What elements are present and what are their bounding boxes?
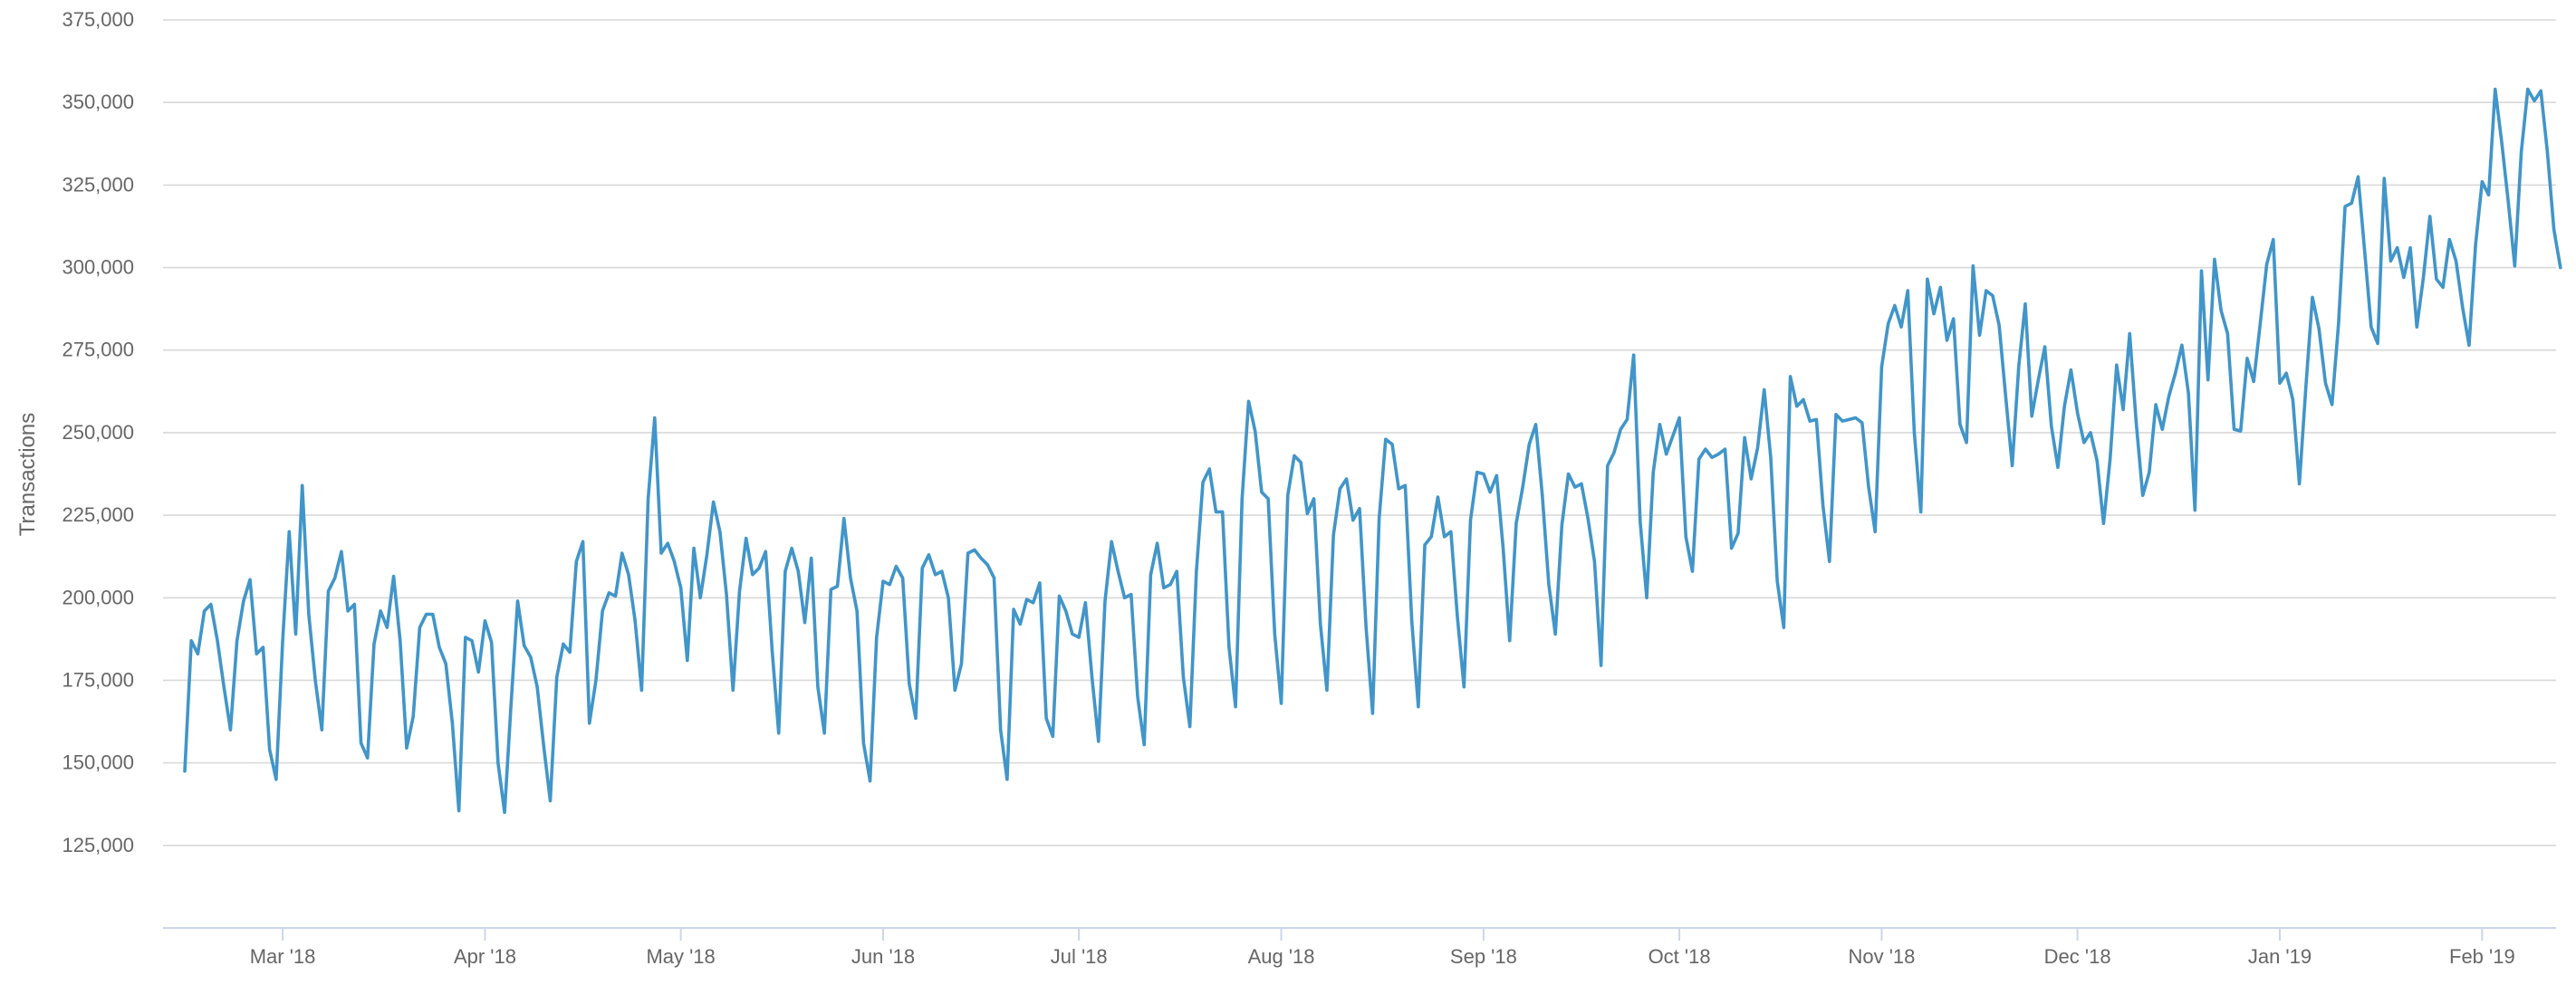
y-tick-label: 150,000 (62, 751, 134, 774)
x-tick-label: Feb '19 (2449, 945, 2515, 968)
y-tick-label: 225,000 (62, 503, 134, 526)
x-axis: Mar '18 Apr '18 May '18 Jun '18 Jul '18 Aug '… (163, 927, 2556, 968)
y-tick-label: 300,000 (62, 256, 134, 279)
x-tick-label: Jul '18 (1051, 945, 1108, 968)
y-tick-label: 250,000 (62, 421, 134, 444)
y-tick-label: 375,000 (62, 8, 134, 31)
y-axis-tick-labels: 125,000 150,000 175,000 200,000 225,000 250,0… (62, 8, 134, 856)
y-axis-title: Transactions (15, 413, 40, 537)
x-tick-label: Sep '18 (1450, 945, 1517, 968)
x-tick-label: Nov '18 (1848, 945, 1915, 968)
y-tick-label: 125,000 (62, 834, 134, 856)
x-tick-label: Oct '18 (1648, 945, 1711, 968)
x-tick-label: Mar '18 (250, 945, 316, 968)
x-tick-label: May '18 (646, 945, 715, 968)
x-tick-label: Jun '18 (851, 945, 915, 968)
x-tick-label: Jan '19 (2248, 945, 2312, 968)
x-tick-label: Aug '18 (1248, 945, 1315, 968)
y-tick-label: 350,000 (62, 91, 134, 113)
series-line-transactions (183, 87, 2562, 815)
x-tick-label: Apr '18 (454, 945, 516, 968)
y-tick-label: 200,000 (62, 586, 134, 608)
y-tick-label: 325,000 (62, 173, 134, 196)
series-layer (183, 87, 2562, 815)
x-tick-label: Dec '18 (2044, 945, 2111, 968)
y-tick-label: 175,000 (62, 668, 134, 691)
y-tick-label: 275,000 (62, 339, 134, 361)
